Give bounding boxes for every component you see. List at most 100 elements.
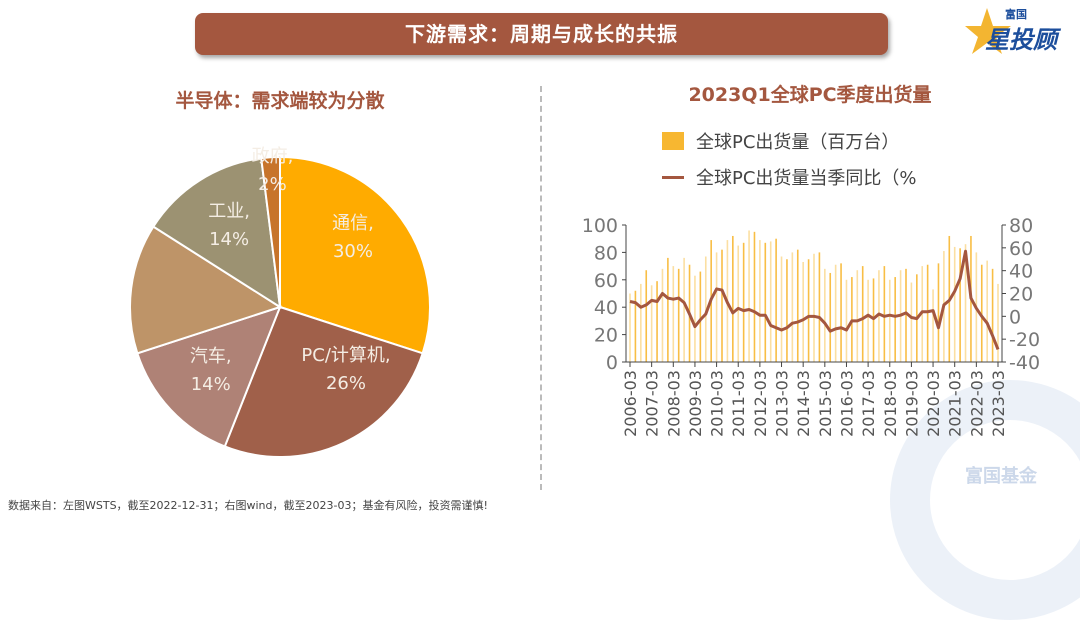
right-tick-label: -20 [1009, 329, 1040, 351]
bar [640, 283, 642, 362]
x-tick-label: 2022-03 [967, 370, 986, 437]
x-tick-label: 2021-03 [946, 370, 965, 437]
bar [829, 272, 832, 362]
bar [775, 238, 777, 362]
bar [667, 257, 669, 362]
bar [650, 285, 653, 362]
bar [694, 275, 696, 362]
pie-slice [129, 225, 283, 355]
right-tick-label: 20 [1009, 284, 1033, 306]
bar [926, 264, 929, 362]
logo-text-main: 星投顾 [985, 26, 1057, 54]
bar [764, 242, 767, 362]
pie-slice [223, 305, 424, 458]
header-banner: 下游需求：周期与成长的共振 [195, 13, 888, 55]
bar [959, 248, 961, 362]
bar [796, 249, 799, 362]
x-tick-label: 2007-03 [643, 370, 662, 437]
legend-line: 全球PC出货量当季同比（% [662, 164, 917, 190]
legend-line-swatch [662, 175, 684, 179]
bar [986, 260, 988, 362]
bar [742, 242, 745, 362]
x-tick-label: 2012-03 [751, 370, 770, 437]
bar [905, 268, 907, 362]
x-tick-label: 2015-03 [816, 370, 835, 437]
x-tick-label: 2018-03 [881, 370, 900, 437]
x-tick-label: 2016-03 [837, 370, 856, 437]
left-tick-label: 20 [594, 325, 618, 347]
bar [732, 235, 734, 362]
bar [748, 230, 750, 362]
bar [834, 264, 837, 362]
right-tick-label: 0 [1009, 306, 1021, 328]
bar [997, 283, 999, 362]
bar [910, 282, 913, 362]
legend-bar: 全球PC出货量（百万台） [662, 128, 899, 154]
bar [753, 231, 756, 362]
x-tick-label: 2019-03 [902, 370, 921, 437]
right-tick-label: 80 [1009, 215, 1033, 237]
bar [759, 240, 761, 362]
bar [672, 266, 675, 362]
x-tick-label: 2020-03 [924, 370, 943, 437]
bar [769, 241, 772, 362]
pie-title: 半导体：需求端较为分散 [175, 90, 385, 112]
bar [629, 293, 631, 362]
x-tick-label: 2011-03 [729, 370, 748, 437]
legend-line-label: 全球PC出货量当季同比（% [696, 168, 917, 189]
bar [991, 268, 994, 362]
bar [888, 279, 891, 362]
bar [699, 271, 702, 362]
pie-label: 14% [209, 229, 249, 250]
bar [634, 290, 637, 362]
bar [872, 278, 875, 362]
section-divider [540, 86, 542, 490]
legend-bar-label: 全球PC出货量（百万台） [696, 132, 900, 153]
bar [656, 281, 658, 362]
bar [802, 261, 804, 362]
bar [786, 259, 788, 362]
right-tick-label: 60 [1009, 238, 1033, 260]
bar [737, 245, 740, 362]
bar [704, 256, 707, 362]
pie-label-pc: PC/计算机, 26% [301, 345, 391, 394]
pc-chart-title: 2023Q1全球PC季度出货量 [688, 84, 932, 106]
star-icon [965, 8, 1011, 54]
x-tick-label: 2010-03 [708, 370, 727, 437]
header-title: 下游需求：周期与成长的共振 [405, 22, 678, 46]
pie-chart: 汽车, 14% 工业, 14% 政府, 2% [129, 146, 431, 458]
bar [845, 279, 848, 362]
bar [964, 244, 967, 362]
x-tick-label: 2006-03 [621, 370, 640, 437]
bar [818, 252, 821, 362]
pie-label: 14% [191, 374, 231, 395]
x-tick-label: 2017-03 [859, 370, 878, 437]
logo-text-top: 富国 [1005, 8, 1027, 21]
bar [645, 270, 648, 362]
yoy-line [629, 249, 1000, 350]
pie-slice [279, 155, 431, 355]
left-tick-label: 40 [594, 297, 618, 319]
bar [824, 268, 826, 362]
x-tick-label: 2013-03 [773, 370, 792, 437]
brand-logo: 富国 星投顾 [965, 6, 1075, 56]
bar [953, 246, 956, 362]
watermark-text: 富国基金 [965, 466, 1037, 487]
bar [861, 266, 864, 362]
source-note: 数据来自：左图WSTS，截至2022-12-31；右图wind，截至2023-0… [8, 499, 488, 512]
bar [867, 279, 869, 362]
bar [894, 277, 896, 362]
pie-label: 汽车, [190, 346, 232, 367]
x-tick-label: 2023-03 [989, 370, 1008, 437]
bar [780, 256, 783, 362]
x-tick-label: 2009-03 [686, 370, 705, 437]
pie-label-telecom: 通信, 30% [332, 213, 374, 262]
bar [791, 252, 794, 362]
left-tick-label: 60 [594, 270, 618, 292]
x-tick-label: 2008-03 [664, 370, 683, 437]
pie-label: 政府, [252, 146, 294, 167]
bar [883, 266, 886, 362]
left-tick-label: 100 [582, 215, 618, 237]
bar [683, 257, 685, 362]
